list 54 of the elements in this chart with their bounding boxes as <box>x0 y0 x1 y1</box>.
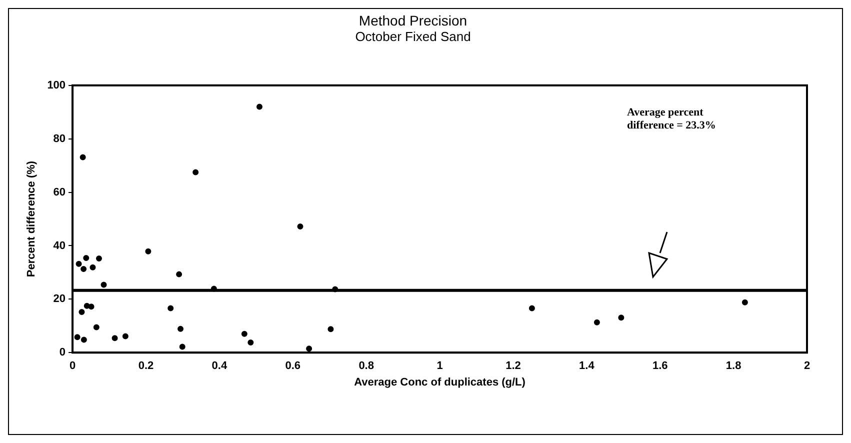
point <box>112 335 118 342</box>
chart-subtitle: October Fixed Sand <box>355 29 471 44</box>
x-tick-label: 1.8 <box>726 360 742 372</box>
point <box>332 286 338 292</box>
point <box>83 255 90 262</box>
point <box>96 256 102 262</box>
point <box>100 282 107 288</box>
point <box>78 308 85 315</box>
point <box>179 344 186 350</box>
x-axis-title: Average Conc of duplicates (g/L) <box>354 376 526 388</box>
annotation: Average percent difference = 23.3% <box>627 106 716 132</box>
y-tick-label: 60 <box>53 186 66 198</box>
point <box>178 326 184 332</box>
x-tick-label: 1.2 <box>506 360 521 372</box>
point <box>74 334 80 340</box>
point <box>594 319 600 326</box>
x-tick-label: 0.2 <box>138 360 154 372</box>
point <box>192 169 199 176</box>
point <box>742 299 748 306</box>
point <box>210 286 217 292</box>
point <box>241 330 248 337</box>
point <box>122 333 128 340</box>
y-tick-label: 40 <box>53 240 66 252</box>
point <box>256 104 262 110</box>
point <box>528 305 535 312</box>
x-tick-label: 1.6 <box>652 360 668 372</box>
point <box>168 305 174 312</box>
y-tick-label: 20 <box>53 293 66 306</box>
point <box>90 264 96 270</box>
point <box>93 324 100 330</box>
point <box>248 339 254 346</box>
point <box>618 314 624 321</box>
point <box>80 266 87 272</box>
x-tick-label: 0.6 <box>285 360 301 372</box>
point <box>76 260 82 267</box>
point <box>80 154 86 160</box>
x-tick-label: 1 <box>436 360 443 372</box>
point <box>306 346 312 352</box>
point <box>145 248 152 254</box>
y-tick-label: 100 <box>47 79 66 92</box>
x-tick-label: 0.8 <box>358 360 374 372</box>
y-tick-label: 0 <box>59 346 66 359</box>
point <box>328 326 334 332</box>
x-tick-label: 2 <box>804 360 810 372</box>
chart-title: Method Precision <box>358 12 468 28</box>
x-tick-label: 0.4 <box>212 360 228 372</box>
x-tick-label: 1.4 <box>579 360 596 372</box>
point <box>88 304 94 310</box>
x-tick-label: 0 <box>69 360 76 372</box>
y-axis-title: Percent difference (%) <box>26 160 38 278</box>
y-tick-label: 80 <box>53 132 66 145</box>
point <box>297 223 304 230</box>
point <box>176 271 182 278</box>
point <box>80 336 87 343</box>
